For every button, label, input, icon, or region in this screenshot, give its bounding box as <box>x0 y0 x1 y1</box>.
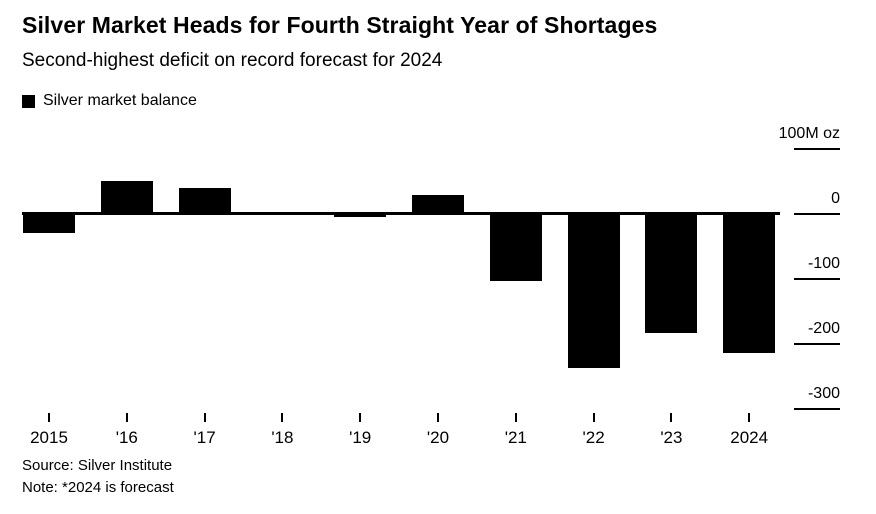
y-axis-tick-label: -300 <box>807 385 840 402</box>
bar-21 <box>489 213 542 282</box>
x-axis-tick-mark <box>281 413 284 422</box>
y-axis-tick-label: 0 <box>831 190 840 207</box>
chart-subtitle: Second-highest deficit on record forecas… <box>22 50 443 71</box>
x-axis-tick-mark <box>748 413 751 422</box>
x-axis-label: '17 <box>193 428 216 447</box>
bar-18 <box>256 213 309 215</box>
x-axis-tick-mark <box>359 413 362 422</box>
bar-16 <box>100 180 153 213</box>
y-axis-tick-line <box>794 213 840 215</box>
legend: Silver market balance <box>22 92 197 110</box>
chart-title: Silver Market Heads for Fourth Straight … <box>22 12 658 38</box>
x-axis-label: '20 <box>426 428 450 447</box>
x-axis-label: 2015 <box>30 428 68 447</box>
source-line: Source: Silver Institute <box>22 457 173 474</box>
y-axis-tick-line <box>794 278 840 280</box>
note-line: Note: *2024 is forecast <box>22 479 174 496</box>
y-axis-tick-label: -100 <box>807 255 840 272</box>
x-axis-label: '22 <box>582 428 605 447</box>
x-axis-label: '19 <box>349 428 372 447</box>
x-axis-tick-mark <box>514 413 517 422</box>
y-axis-tick-line <box>794 408 840 410</box>
bar-23 <box>645 213 698 333</box>
bar-2024 <box>723 213 776 353</box>
bar-17 <box>178 188 231 213</box>
bar-2015 <box>23 213 75 233</box>
y-axis-unit-label: 100M oz <box>778 125 840 142</box>
legend-label: Silver market balance <box>43 92 197 109</box>
source-block: Source: Silver Institute Note: *2024 is … <box>22 455 174 499</box>
x-axis-tick-mark <box>437 413 439 422</box>
x-axis-label: 2024 <box>730 428 769 447</box>
zero-baseline <box>22 211 780 215</box>
x-axis-label: '16 <box>115 428 138 447</box>
x-axis-tick-mark <box>48 413 50 422</box>
bar-20 <box>412 195 464 213</box>
x-axis-label: '21 <box>504 428 527 447</box>
x-axis-label: '23 <box>660 428 683 447</box>
x-axis-label: '18 <box>271 428 294 447</box>
legend-swatch-icon <box>22 94 35 108</box>
x-axis-tick-mark <box>592 413 595 422</box>
bar-22 <box>567 213 620 368</box>
y-axis-tick-label: -200 <box>807 320 840 337</box>
bar-19 <box>334 213 387 217</box>
y-axis-tick-line <box>794 343 840 345</box>
x-axis-tick-mark <box>203 413 206 422</box>
x-axis-tick-mark <box>670 413 673 422</box>
x-axis-tick-mark <box>125 413 128 422</box>
y-axis-tick-line <box>794 148 840 150</box>
